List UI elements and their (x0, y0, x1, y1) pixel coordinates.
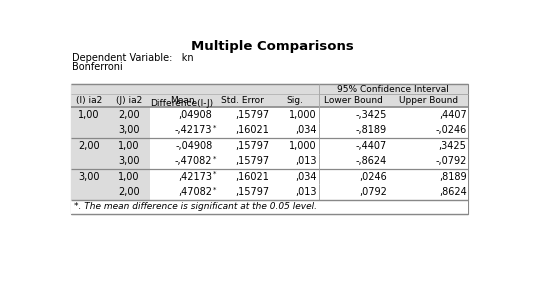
Text: 1,000: 1,000 (289, 110, 317, 120)
Bar (70, 200, 468, 214)
Bar (70, 169, 150, 184)
Text: ,04908: ,04908 (179, 110, 212, 120)
Text: -,4407: -,4407 (356, 141, 387, 151)
Text: Mean: Mean (170, 96, 195, 105)
Bar (70, 107, 150, 123)
Text: *: * (213, 186, 216, 192)
Text: 95% Confidence Interval: 95% Confidence Interval (337, 85, 449, 94)
Text: 1,00: 1,00 (118, 172, 140, 182)
Text: 3,00: 3,00 (118, 125, 140, 135)
Text: ,034: ,034 (295, 172, 317, 182)
Text: Sig.: Sig. (286, 96, 303, 105)
Text: -,8624: -,8624 (356, 156, 387, 166)
Bar (150, 138, 468, 154)
Text: 2,00: 2,00 (118, 187, 140, 197)
Bar (70, 94, 468, 107)
Bar (150, 184, 468, 200)
Text: ,034: ,034 (295, 125, 317, 135)
Bar (70, 138, 150, 154)
Text: *: * (213, 156, 216, 162)
Text: ,42173: ,42173 (179, 172, 212, 182)
Bar (150, 154, 468, 169)
Text: *: * (213, 125, 216, 131)
Text: -,3425: -,3425 (356, 110, 387, 120)
Text: ,8189: ,8189 (439, 172, 466, 182)
Text: ,4407: ,4407 (439, 110, 466, 120)
Text: Lower Bound: Lower Bound (324, 96, 383, 105)
Text: Upper Bound: Upper Bound (399, 96, 458, 105)
Bar (70, 84, 468, 94)
Text: (J) ia2: (J) ia2 (116, 96, 142, 105)
Text: 1,00: 1,00 (78, 110, 100, 120)
Text: Bonferroni: Bonferroni (72, 62, 123, 72)
Bar (70, 154, 150, 169)
Text: -,0246: -,0246 (435, 125, 466, 135)
Text: ,0246: ,0246 (359, 172, 387, 182)
Text: 3,00: 3,00 (78, 172, 100, 182)
Text: 1,00: 1,00 (118, 141, 140, 151)
Text: Dependent Variable:   kn: Dependent Variable: kn (72, 53, 193, 63)
Text: *: * (213, 171, 216, 177)
Text: ,15797: ,15797 (235, 141, 269, 151)
Text: ,15797: ,15797 (235, 187, 269, 197)
Text: 2,00: 2,00 (78, 141, 100, 151)
Text: *. The mean difference is significant at the 0.05 level.: *. The mean difference is significant at… (74, 202, 317, 211)
Text: ,47082: ,47082 (179, 187, 212, 197)
Bar (70, 123, 150, 138)
Text: ,16021: ,16021 (235, 125, 269, 135)
Text: -,8189: -,8189 (356, 125, 387, 135)
Text: Std. Error: Std. Error (221, 96, 264, 105)
Text: -,04908: -,04908 (175, 141, 212, 151)
Text: ,16021: ,16021 (235, 172, 269, 182)
Bar (150, 169, 468, 184)
Text: ,0792: ,0792 (359, 187, 387, 197)
Text: -,47082: -,47082 (175, 156, 212, 166)
Bar (70, 84, 468, 214)
Text: ,15797: ,15797 (235, 110, 269, 120)
Bar (150, 107, 468, 123)
Text: ,15797: ,15797 (235, 156, 269, 166)
Text: -,42173: -,42173 (175, 125, 212, 135)
Text: -,0792: -,0792 (435, 156, 466, 166)
Text: ,3425: ,3425 (439, 141, 466, 151)
Bar (70, 184, 150, 200)
Text: (I) ia2: (I) ia2 (76, 96, 102, 105)
Bar (150, 123, 468, 138)
Text: ,8624: ,8624 (439, 187, 466, 197)
Text: Multiple Comparisons: Multiple Comparisons (191, 40, 354, 53)
Text: 3,00: 3,00 (118, 156, 140, 166)
Text: ,013: ,013 (295, 187, 317, 197)
Text: ,013: ,013 (295, 156, 317, 166)
Text: 2,00: 2,00 (118, 110, 140, 120)
Text: 1,000: 1,000 (289, 141, 317, 151)
Text: Difference(I-J): Difference(I-J) (150, 99, 214, 108)
